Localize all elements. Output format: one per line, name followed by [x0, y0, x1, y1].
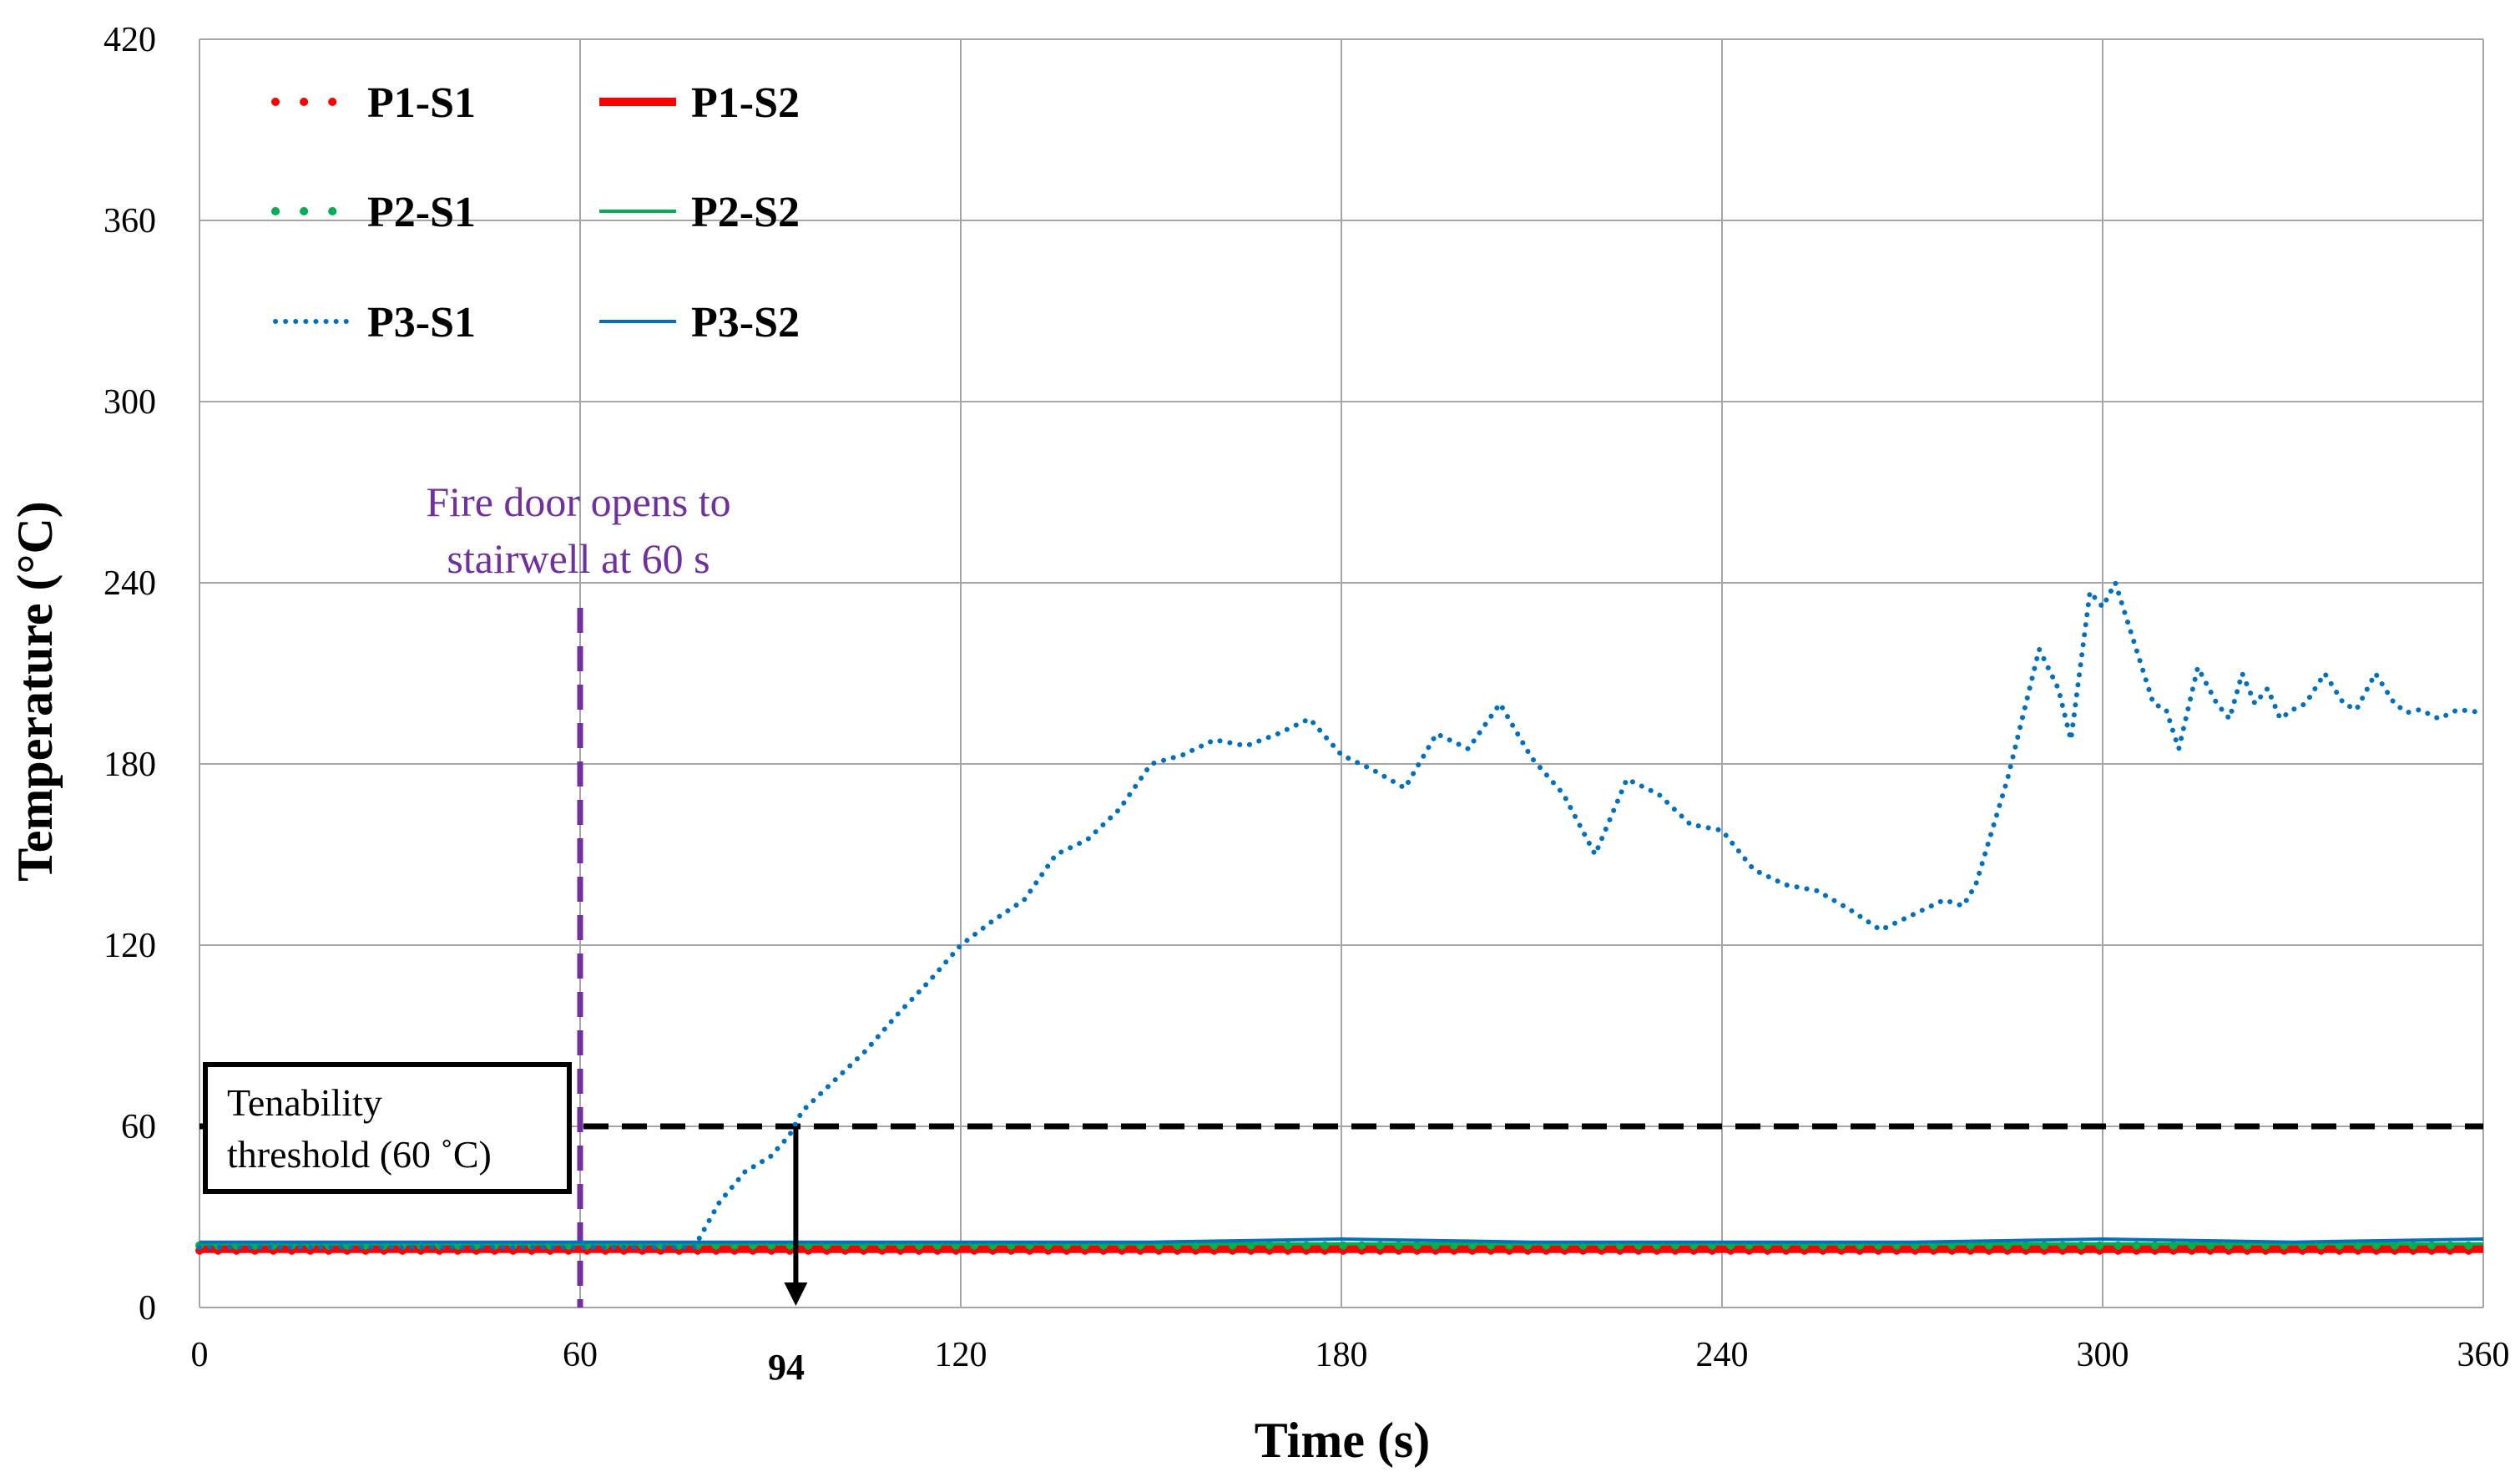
- legend-label: P2-S1: [367, 189, 476, 236]
- y-tick-label: 360: [104, 202, 156, 240]
- fire-door-annotation-line1: Fire door opens to: [426, 478, 730, 525]
- tenability-label-line1: Tenability: [227, 1081, 382, 1124]
- x-tick-label: 120: [935, 1336, 987, 1374]
- fire-door-annotation: Fire door opens to stairwell at 60 s: [426, 478, 730, 582]
- x-tick-label: 60: [563, 1336, 598, 1374]
- time-marker-arrow-head: [784, 1282, 808, 1306]
- time-marker-label: 94: [768, 1347, 805, 1388]
- tenability-box-frame: [203, 1062, 572, 1194]
- x-axis-title: Time (s): [1255, 1413, 1431, 1468]
- fire-door-annotation-line2: stairwell at 60 s: [447, 535, 710, 582]
- legend-item-p3-s2: P3-S2: [599, 299, 800, 347]
- x-tick-label: 240: [1696, 1336, 1749, 1374]
- y-tick-label: 180: [104, 746, 156, 784]
- legend-item-p2-s1: P2-S1: [271, 189, 476, 236]
- legend-label: P3-S2: [691, 299, 800, 347]
- legend-label: P1-S1: [367, 79, 476, 127]
- legend-item-p1-s2: P1-S2: [599, 79, 800, 127]
- y-tick-label: 300: [104, 383, 156, 422]
- series-line-p3-s2: [199, 1237, 2484, 1244]
- x-tick-label: 300: [2077, 1336, 2129, 1374]
- y-tick-label: 60: [121, 1108, 156, 1146]
- y-axis-title: Temperature (°C): [8, 501, 63, 882]
- y-tick-label: 120: [104, 927, 156, 965]
- x-tick-label: 360: [2457, 1336, 2510, 1374]
- y-tick-label: 0: [139, 1289, 156, 1328]
- y-tick-label: 420: [104, 21, 156, 59]
- series-layer: [195, 580, 2487, 1255]
- tenability-label-line2: threshold (60 ˚C): [227, 1133, 492, 1176]
- legend-label: P3-S1: [367, 299, 476, 347]
- x-tick-label: 180: [1316, 1336, 1368, 1374]
- series-line-p3-s1: [197, 580, 2486, 1250]
- x-tick-label: 0: [191, 1336, 209, 1374]
- time-marker: 94: [768, 1126, 808, 1388]
- tick-labels: 0 60 120 180 240 300 360 0 60 120 180 240 300 360 420: [104, 21, 2510, 1374]
- grid-lines: [199, 38, 2484, 1308]
- tenability-box: Tenability threshold (60 ˚C): [203, 1062, 572, 1194]
- y-tick-label: 240: [104, 564, 156, 603]
- legend-item-p2-s2: P2-S2: [599, 189, 800, 236]
- legend-item-p3-s1: P3-S1: [273, 299, 476, 347]
- legend-item-p1-s1: P1-S1: [271, 79, 476, 127]
- legend: P1-S1 P1-S2 P2-S1 P2-S2 P3-S1 P3-S2: [271, 79, 800, 347]
- reference-lines: [199, 608, 2483, 1308]
- legend-label: P2-S2: [691, 189, 800, 236]
- legend-label: P1-S2: [691, 79, 800, 127]
